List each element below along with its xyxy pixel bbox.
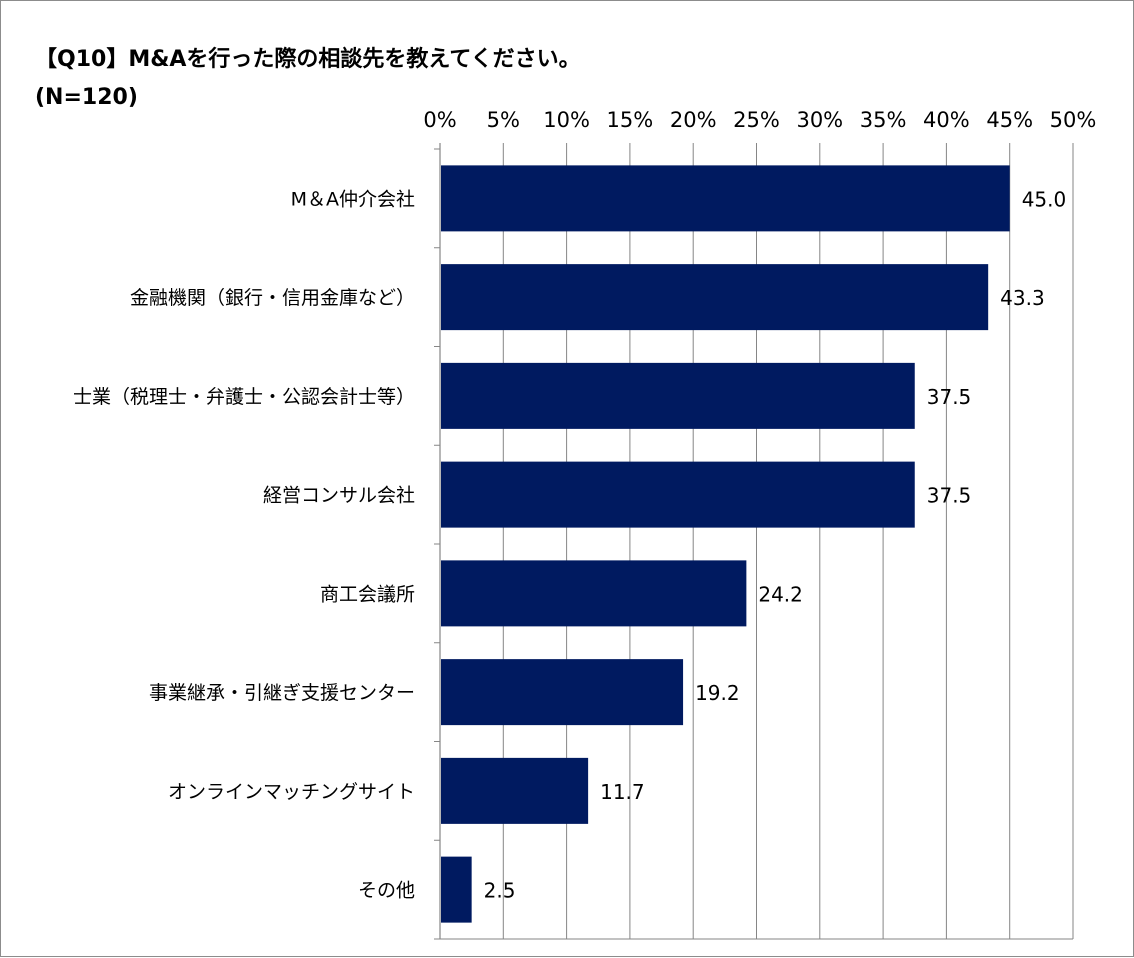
data-label: 24.2 — [758, 582, 803, 606]
bar — [441, 659, 684, 726]
category-label: 事業継承・引継ぎ支援センター — [149, 682, 415, 704]
bar — [441, 461, 915, 528]
data-label: 2.5 — [484, 879, 516, 903]
chart-title: 【Q10】M&Aを行った際の相談先を教えてください。 — [35, 47, 581, 72]
bar — [441, 264, 989, 331]
bar — [441, 165, 1010, 232]
category-label: 経営コンサル会社 — [263, 485, 415, 507]
x-tick-label: 40% — [923, 108, 970, 132]
x-tick-label: 20% — [670, 108, 717, 132]
data-label: 45.0 — [1022, 187, 1067, 211]
x-tick-label: 5% — [487, 108, 520, 132]
x-tick-label: 10% — [543, 108, 590, 132]
x-tick-label: 30% — [796, 108, 843, 132]
data-label: 11.7 — [600, 780, 645, 804]
bar — [441, 856, 472, 923]
category-label: オンラインマッチングサイト — [168, 781, 415, 803]
category-label: 士業（税理士・弁護士・公認会計士等） — [73, 386, 415, 408]
category-label: 金融機関（銀行・信用金庫など） — [130, 287, 415, 309]
category-label: M＆A仲介会社 — [291, 188, 415, 210]
x-tick-label: 50% — [1050, 108, 1097, 132]
bar — [441, 362, 915, 429]
data-label: 43.3 — [1000, 286, 1045, 310]
bar — [441, 560, 747, 627]
category-label: 商工会議所 — [320, 583, 415, 605]
bar — [441, 757, 589, 824]
x-tick-label: 35% — [860, 108, 907, 132]
chart-subtitle: (N=120) — [35, 85, 138, 110]
x-tick-label: 0% — [423, 108, 456, 132]
data-label: 37.5 — [927, 484, 972, 508]
data-label: 37.5 — [927, 385, 972, 409]
x-tick-label: 25% — [733, 108, 780, 132]
x-tick-label: 45% — [986, 108, 1033, 132]
data-label: 19.2 — [695, 681, 740, 705]
x-tick-label: 15% — [607, 108, 654, 132]
category-label: その他 — [358, 880, 415, 902]
